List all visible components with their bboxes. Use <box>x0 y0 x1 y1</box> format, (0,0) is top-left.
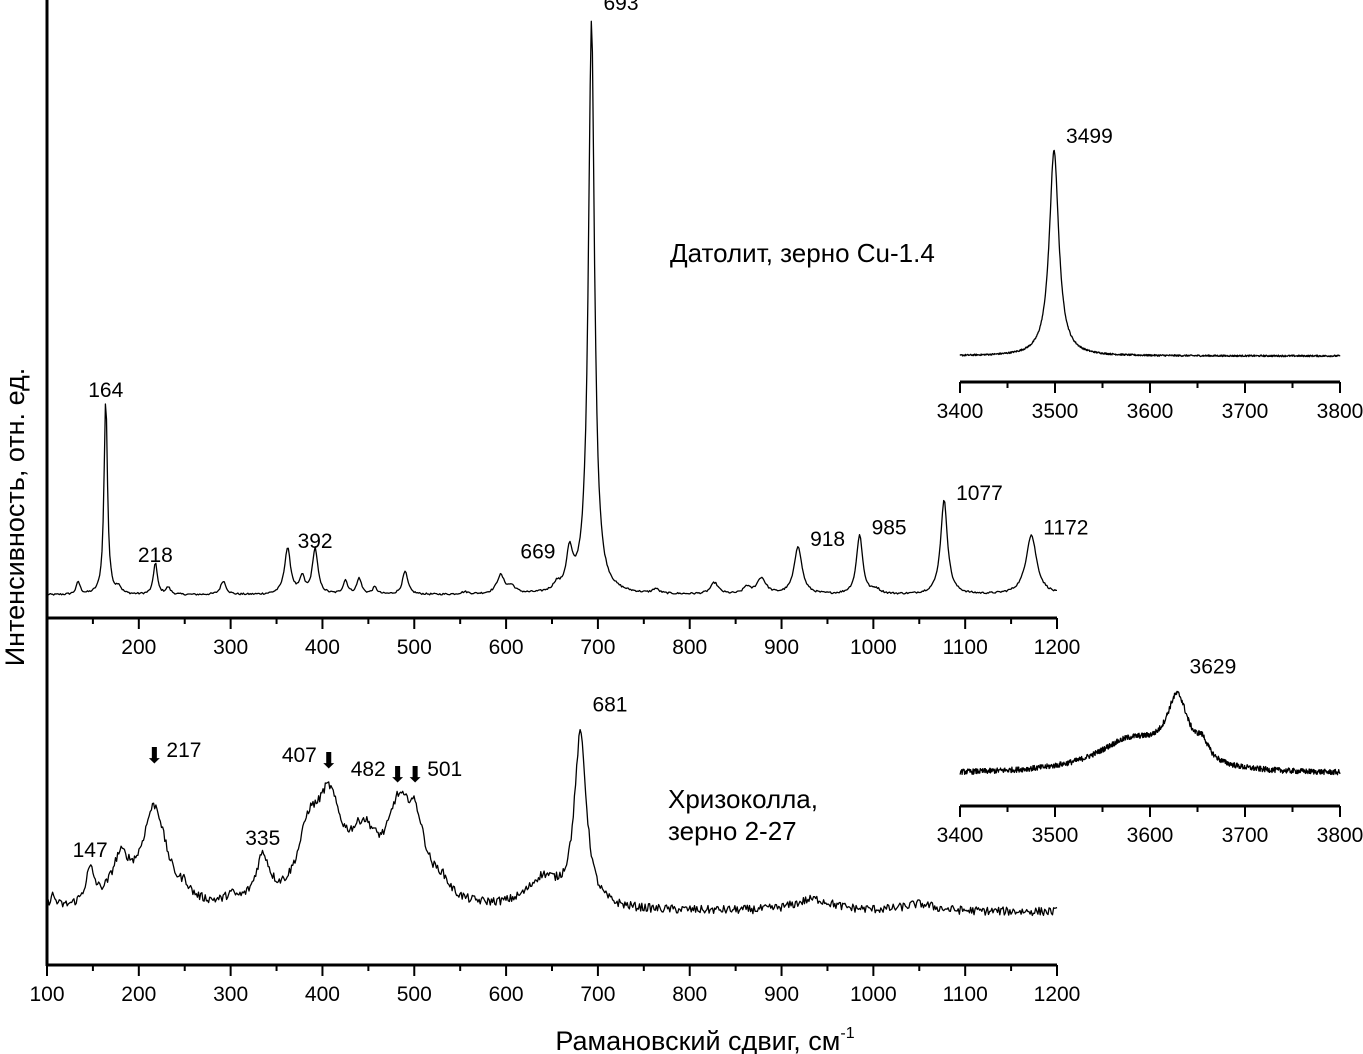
x-tick-label: 3500 <box>1032 824 1079 847</box>
x-tick-label: 800 <box>672 636 707 659</box>
peak-arrow-icon: ⬇ <box>320 748 338 773</box>
peak-arrow-icon: ⬇ <box>389 762 407 787</box>
peak-label: 217 <box>166 739 201 762</box>
x-tick-label: 200 <box>121 636 156 659</box>
x-tick-label: 400 <box>305 636 340 659</box>
x-tick-label: 1000 <box>850 636 897 659</box>
sample-label-chrysocolla-line-1: Хризоколла, <box>668 784 818 814</box>
peak-label: 1077 <box>956 482 1003 505</box>
x-tick-label: 100 <box>29 983 64 1006</box>
x-tick-label: 500 <box>397 983 432 1006</box>
y-axis-title: Интенсивность, отн. ед. <box>0 368 30 666</box>
peak-label: 392 <box>298 530 333 553</box>
spectra-panels: 200 300 400 500 600 700 800 900 1000 1100 1200 164 2… <box>29 0 1363 1006</box>
spectrum-line-datolite-main <box>46 20 1057 596</box>
panel-datolite-inset: 3400 3500 3600 3700 3800 3499 <box>937 125 1363 423</box>
peak-label: 918 <box>810 528 845 551</box>
panel-chrysocolla-main: 100 200 300 400 500 600 700 800 900 1000 1100 1200 1… <box>29 694 1080 1006</box>
peak-label: 669 <box>520 541 555 564</box>
peak-label: 164 <box>88 379 123 402</box>
sample-label-chrysocolla-line-2: зерно 2-27 <box>668 816 797 846</box>
peak-label: 3629 <box>1190 655 1237 678</box>
x-tick-label: 600 <box>489 636 524 659</box>
peak-label: 985 <box>872 516 907 539</box>
x-tick-label: 900 <box>764 983 799 1006</box>
peak-label: 1172 <box>1043 516 1088 539</box>
x-axis-title-superscript: -1 <box>840 1025 854 1042</box>
x-axis-title-text: Рамановский сдвиг, см <box>555 1026 840 1054</box>
peak-label: 693 <box>603 0 638 15</box>
x-axis-title: Рамановский сдвиг, см-1 <box>555 1025 854 1054</box>
x-tick-label: 1100 <box>943 983 988 1006</box>
x-tick-label: 3800 <box>1317 400 1363 423</box>
peak-label: 335 <box>245 827 280 850</box>
x-tick-label: 3600 <box>1127 824 1174 847</box>
x-tick-label: 300 <box>213 983 248 1006</box>
x-tick-label: 1000 <box>850 983 897 1006</box>
x-tick-label: 400 <box>305 983 340 1006</box>
x-tick-label: 900 <box>764 636 799 659</box>
panel-datolite-main: 200 300 400 500 600 700 800 900 1000 1100 1200 164 2… <box>46 0 1088 659</box>
x-tick-label: 3600 <box>1127 400 1174 423</box>
x-tick-label: 700 <box>580 636 615 659</box>
peak-label: 3499 <box>1066 125 1113 148</box>
peak-label: 147 <box>73 839 108 862</box>
x-tick-label: 500 <box>397 636 432 659</box>
x-tick-label: 200 <box>121 983 156 1006</box>
x-tick-label: 700 <box>580 983 615 1006</box>
x-tick-label: 3400 <box>937 824 984 847</box>
panel-chrysocolla-inset: 3400 3500 3600 3700 3800 3629 <box>937 655 1363 847</box>
x-tick-label: 1200 <box>1034 983 1081 1006</box>
x-tick-label: 3500 <box>1032 400 1079 423</box>
peak-arrow-icon: ⬇ <box>145 743 163 768</box>
x-tick-label: 3800 <box>1317 824 1363 847</box>
peak-label: 218 <box>138 544 173 567</box>
spectrum-line-chrysocolla-inset <box>959 690 1341 776</box>
x-tick-label: 3700 <box>1222 400 1269 423</box>
x-tick-label: 1200 <box>1034 636 1081 659</box>
peak-label: 482 <box>351 758 386 781</box>
sample-label-chrysocolla: Хризоколла, зерно 2-27 <box>668 784 818 846</box>
peak-label: 501 <box>427 758 462 781</box>
x-tick-label: 3700 <box>1222 824 1269 847</box>
x-tick-label: 1100 <box>943 636 988 659</box>
x-tick-label: 800 <box>672 983 707 1006</box>
x-tick-label: 300 <box>213 636 248 659</box>
peak-label: 681 <box>592 694 627 717</box>
peak-arrow-icon: ⬇ <box>406 762 424 787</box>
sample-label-datolite: Датолит, зерно Cu-1.4 <box>670 238 935 268</box>
spectrum-line-chrysocolla-main <box>46 728 1058 917</box>
x-tick-label: 3400 <box>937 400 984 423</box>
x-tick-label: 600 <box>489 983 524 1006</box>
peak-label: 407 <box>282 744 317 767</box>
spectrum-line-datolite-inset <box>959 149 1341 358</box>
